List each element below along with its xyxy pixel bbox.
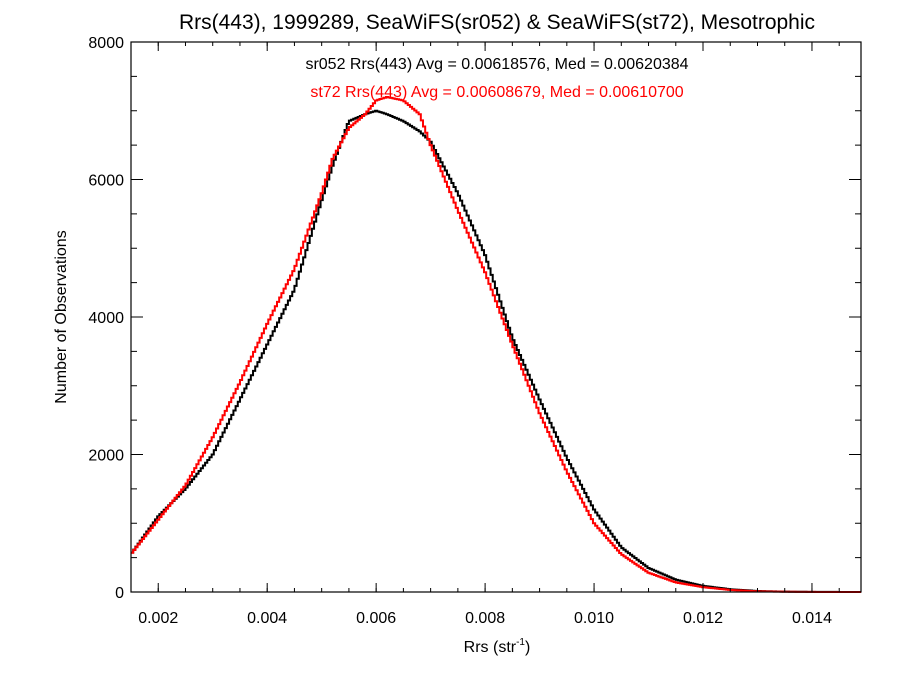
y-tick-label: 8000 bbox=[88, 35, 124, 52]
x-tick-label: 0.004 bbox=[247, 610, 287, 627]
x-axis: 0.002 0.004 0.006 0.008 0.010 0.012 0.014 bbox=[130, 42, 840, 627]
series-stats-st72: st72 Rrs(443) Avg = 0.00608679, Med = 0.… bbox=[310, 84, 683, 101]
series-line-st72 bbox=[131, 96, 861, 593]
x-tick-label: 0.014 bbox=[792, 610, 832, 627]
y-tick-label: 0 bbox=[115, 585, 124, 602]
x-tick-label: 0.012 bbox=[683, 610, 723, 627]
y-tick-label: 6000 bbox=[88, 173, 124, 190]
x-tick-label: 0.010 bbox=[574, 610, 614, 627]
x-axis-label-close: ) bbox=[525, 639, 530, 656]
x-axis-label-main: Rrs (str bbox=[464, 639, 517, 656]
y-tick-label: 4000 bbox=[88, 310, 124, 327]
x-axis-label: Rrs (str-1) bbox=[464, 637, 531, 656]
series-stats-sr052: sr052 Rrs(443) Avg = 0.00618576, Med = 0… bbox=[305, 56, 688, 73]
chart-title: Rrs(443), 1999289, SeaWiFS(sr052) & SeaW… bbox=[179, 11, 815, 34]
y-tick-label: 2000 bbox=[88, 448, 124, 465]
x-tick-label: 0.006 bbox=[356, 610, 396, 627]
x-tick-label: 0.002 bbox=[138, 610, 178, 627]
y-axis-label: Number of Observations bbox=[53, 230, 70, 403]
series-layer bbox=[131, 96, 861, 593]
x-axis-label-superscript: -1 bbox=[516, 637, 525, 648]
y-axis: 0 2000 4000 6000 8000 bbox=[88, 35, 861, 602]
x-tick-label: 0.008 bbox=[465, 610, 505, 627]
